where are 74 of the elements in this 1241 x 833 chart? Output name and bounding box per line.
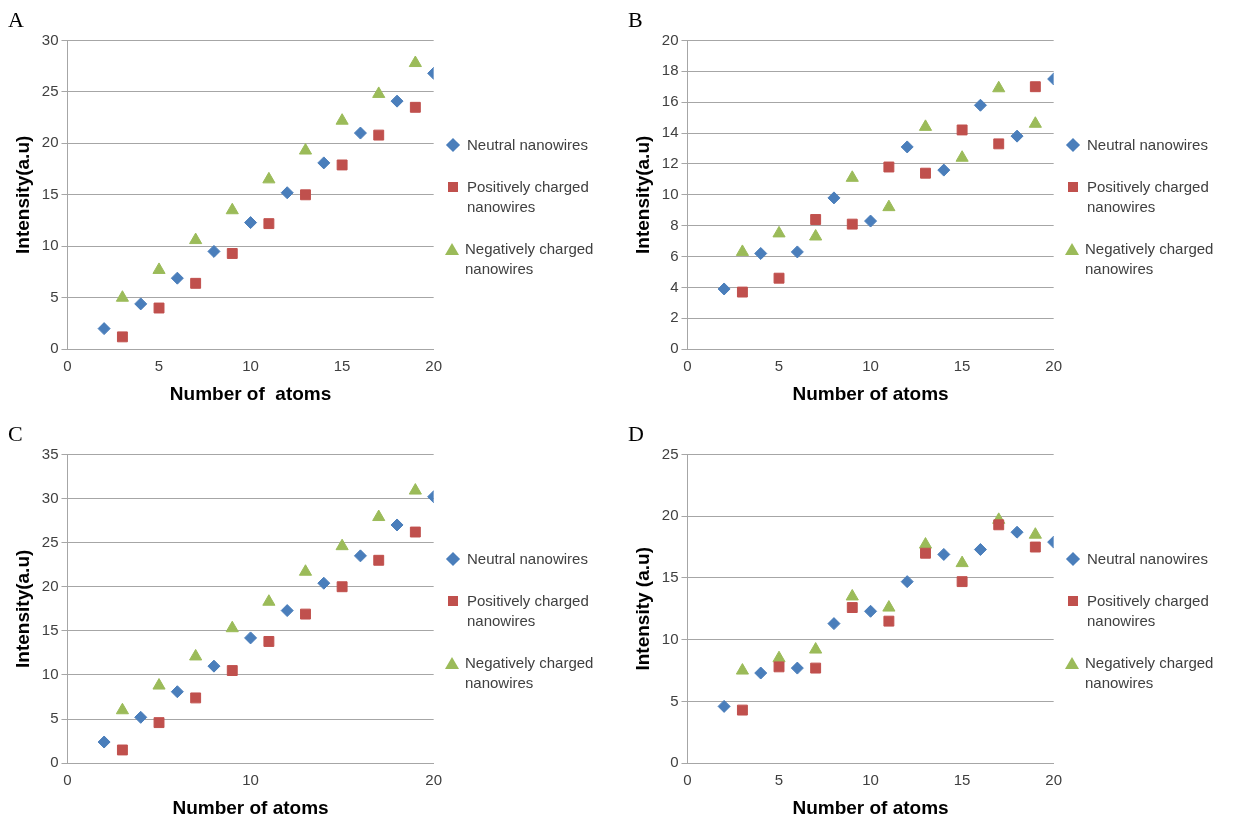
y-tick-label: 25 xyxy=(41,532,59,550)
y-tick-label: 0 xyxy=(50,753,59,771)
y-tick-label: 5 xyxy=(50,287,59,305)
legend-label: Neutral nanowires xyxy=(1087,135,1208,155)
legend-label: Negatively charged nanowires xyxy=(1085,653,1215,693)
y-tick-label: 25 xyxy=(41,82,59,100)
legend-label: Neutral nanowires xyxy=(1087,549,1208,569)
y-tick-label: 5 xyxy=(670,691,679,709)
legend-label: Positively charged nanowires xyxy=(467,177,590,217)
x-tick-label: 20 xyxy=(425,357,442,375)
x-tick-label: 0 xyxy=(683,357,692,375)
y-tick-label: 15 xyxy=(41,184,59,202)
x-tick-label: 20 xyxy=(1045,357,1062,375)
y-tick-label: 14 xyxy=(661,123,679,141)
legend-label: Negatively charged nanowires xyxy=(1085,239,1215,279)
chart-title: C xyxy=(8,420,23,446)
legend-label: Negatively charged nanowires xyxy=(465,653,595,693)
legend-label: Positively charged nanowires xyxy=(1087,177,1210,217)
y-tick-label: 10 xyxy=(661,184,679,202)
y-tick-label: 0 xyxy=(670,339,679,357)
y-tick-label: 8 xyxy=(670,215,679,233)
y-tick-label: 10 xyxy=(661,629,679,647)
y-tick-label: 16 xyxy=(661,92,679,110)
y-tick-label: 35 xyxy=(41,444,59,462)
y-tick-label: 20 xyxy=(661,30,679,48)
x-tick-label: 0 xyxy=(683,771,692,789)
y-tick-label: 6 xyxy=(670,246,679,264)
y-tick-label: 15 xyxy=(661,568,679,586)
y-tick-label: 30 xyxy=(41,488,59,506)
x-tick-label: 0 xyxy=(63,357,72,375)
y-tick-label: 4 xyxy=(670,277,679,295)
chart-title: B xyxy=(628,6,643,32)
y-axis-title: Intensity(a.u) xyxy=(11,135,33,254)
x-tick-label: 5 xyxy=(774,771,784,789)
x-tick-label: 15 xyxy=(953,771,971,789)
y-axis-title: Intensity(a.u) xyxy=(631,135,653,254)
y-tick-label: 25 xyxy=(661,444,679,462)
y-tick-label: 10 xyxy=(41,665,59,683)
y-tick-label: 30 xyxy=(41,30,59,48)
y-tick-label: 2 xyxy=(670,308,679,326)
legend-label: Positively charged nanowires xyxy=(1087,591,1210,631)
y-axis-title: Intensity (a.u) xyxy=(631,547,653,671)
x-tick-label: 5 xyxy=(154,357,164,375)
x-tick-label: 10 xyxy=(242,357,259,375)
x-tick-label: 20 xyxy=(425,771,442,789)
x-axis-title: Number of atoms xyxy=(172,796,329,818)
legend-label: Positively charged nanowires xyxy=(467,591,590,631)
x-tick-label: 10 xyxy=(242,771,259,789)
y-tick-label: 10 xyxy=(41,236,59,254)
x-tick-label: 10 xyxy=(862,771,879,789)
y-tick-label: 12 xyxy=(661,154,679,172)
y-tick-label: 20 xyxy=(661,506,679,524)
legend-label: Negatively charged nanowires xyxy=(465,239,595,279)
y-tick-label: 18 xyxy=(661,61,679,79)
x-tick-label: 5 xyxy=(774,357,784,375)
y-tick-label: 20 xyxy=(41,576,59,594)
y-tick-label: 0 xyxy=(50,339,59,357)
y-tick-label: 0 xyxy=(670,753,679,771)
x-axis-title: Number of atoms xyxy=(792,796,949,818)
y-axis-title: Intensity(a.u) xyxy=(11,549,33,668)
x-tick-label: 20 xyxy=(1045,771,1062,789)
y-tick-label: 5 xyxy=(50,709,59,727)
x-axis-title: Number of atoms xyxy=(169,382,332,404)
y-tick-label: 15 xyxy=(41,621,59,638)
legend-label: Neutral nanowires xyxy=(467,549,588,569)
legend-label: Neutral nanowires xyxy=(467,135,588,155)
x-axis-title: Number of atoms xyxy=(792,382,949,404)
x-tick-label: 10 xyxy=(862,357,879,375)
x-tick-label: 15 xyxy=(953,357,971,375)
y-tick-label: 20 xyxy=(41,133,59,151)
x-tick-label: 0 xyxy=(63,771,72,789)
chart-title: A xyxy=(8,6,24,32)
chart-title: D xyxy=(628,420,644,446)
x-tick-label: 15 xyxy=(333,357,351,375)
